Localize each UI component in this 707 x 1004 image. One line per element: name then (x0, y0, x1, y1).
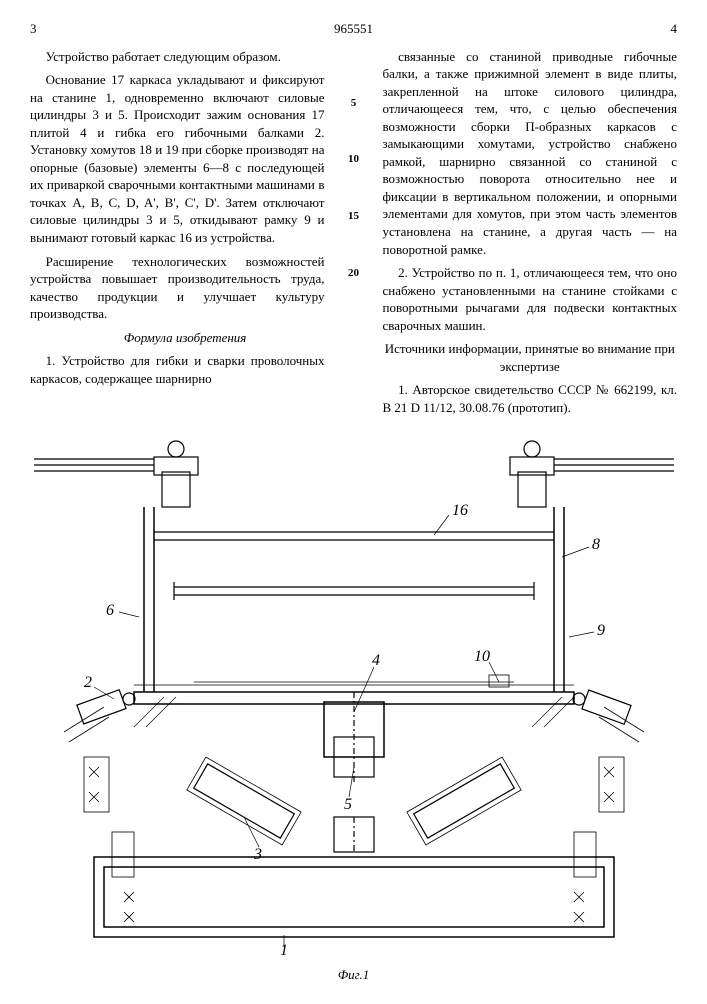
figure-label: Фиг.1 (30, 966, 677, 984)
callout-16: 16 (452, 502, 468, 519)
left-column: Устройство работает следующим образом. О… (30, 48, 325, 423)
page-number-right: 4 (671, 20, 678, 38)
page-number-left: 3 (30, 20, 37, 38)
paragraph: 1. Устройство для гибки и сварки проволо… (30, 352, 325, 387)
callout-6: 6 (106, 602, 114, 619)
callout-3: 3 (253, 846, 262, 863)
callout-4: 4 (372, 652, 380, 669)
callout-1: 1 (280, 942, 288, 957)
document-number: 965551 (334, 20, 373, 38)
sources-title: Источники информации, принятые во вниман… (383, 340, 678, 375)
technical-drawing: 1 2 3 4 5 6 8 9 10 16 (34, 437, 674, 957)
paragraph: связанные со станиной приводные гибочные… (383, 48, 678, 259)
callout-2: 2 (84, 674, 92, 691)
line-number: 10 (348, 152, 359, 167)
formula-title: Формула изобретения (30, 329, 325, 347)
paragraph: 2. Устройство по п. 1, отличающееся тем,… (383, 264, 678, 334)
callout-10: 10 (474, 648, 490, 665)
paragraph: Основание 17 каркаса укладывают и фиксир… (30, 71, 325, 246)
line-number: 15 (348, 209, 359, 224)
line-number: 20 (348, 266, 359, 281)
callout-9: 9 (597, 622, 605, 639)
callout-8: 8 (592, 536, 600, 553)
line-number-gutter: 5 10 15 20 (345, 48, 363, 423)
paragraph: Расширение технологических возможностей … (30, 253, 325, 323)
line-number: 5 (351, 96, 357, 111)
paragraph: Устройство работает следующим образом. (30, 48, 325, 66)
right-column: связанные со станиной приводные гибочные… (383, 48, 678, 423)
figure-1: 1 2 3 4 5 6 8 9 10 16 Фиг.1 (30, 437, 677, 983)
callout-5: 5 (344, 796, 352, 813)
paragraph: 1. Авторское свидетельство СССР № 662199… (383, 381, 678, 416)
